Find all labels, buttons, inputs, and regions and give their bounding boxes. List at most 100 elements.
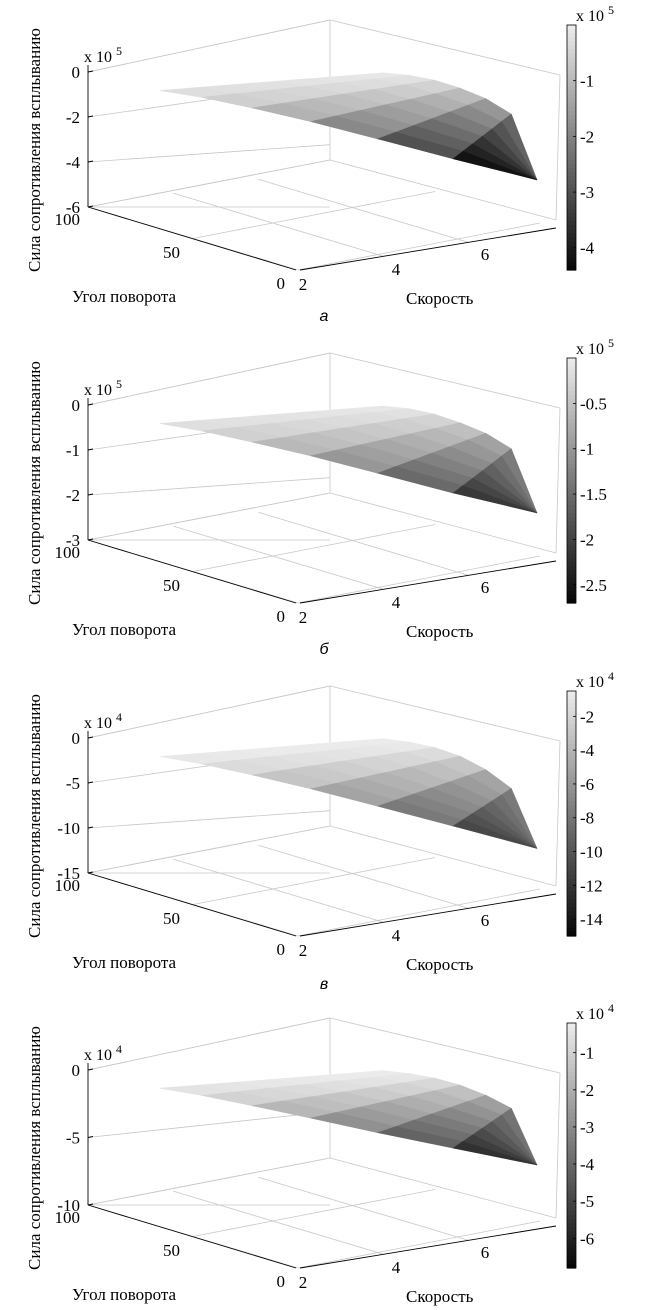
x-tick-label: 100 <box>55 543 81 562</box>
colorbar-segment <box>567 537 576 543</box>
colorbar-segment <box>567 1043 576 1049</box>
colorbar-segment <box>567 582 576 588</box>
y-tick-label: 6 <box>481 578 490 597</box>
x-tick-label: 0 <box>277 940 286 959</box>
colorbar-segment <box>567 525 576 531</box>
colorbar-segment <box>567 1129 576 1134</box>
colorbar-segment <box>567 735 576 741</box>
grid-line <box>192 191 436 239</box>
x-tick-label: 50 <box>163 1241 180 1260</box>
colorbar-segment <box>567 1137 576 1143</box>
grid-line <box>192 857 436 905</box>
colorbar-segment <box>567 188 576 194</box>
colorbar-segment <box>567 858 576 864</box>
colorbar-segment <box>567 574 576 580</box>
colorbar-tick-label: -2 <box>580 1081 594 1100</box>
y-tick-label: 4 <box>392 260 401 279</box>
colorbar-segment <box>567 98 576 104</box>
colorbar-segment <box>567 1055 576 1061</box>
z-tick-label: -5 <box>66 774 80 793</box>
colorbar-segment <box>567 529 576 535</box>
colorbar-tick-label: -4 <box>580 1155 595 1174</box>
colorbar-segment <box>567 846 576 851</box>
colorbar-segment <box>567 127 576 132</box>
grid-line <box>87 352 331 406</box>
colorbar-segment <box>567 1251 576 1257</box>
z-tick <box>87 448 94 451</box>
z-tick <box>87 1136 94 1138</box>
colorbar-segment <box>567 229 576 234</box>
z-tick <box>87 403 94 406</box>
grid-line <box>555 74 561 221</box>
grid-line <box>555 1072 561 1219</box>
y-axis-label: Скорость <box>406 622 474 641</box>
colorbar-segment <box>567 492 576 498</box>
colorbar-segment <box>567 1165 576 1171</box>
colorbar-segment <box>567 1259 576 1265</box>
colorbar-segment <box>567 887 576 892</box>
colorbar-frame <box>566 24 577 271</box>
surface-plot-v: 0 -5 -10 -15 x 10 4 100 50 0 2 4 6 Угол поворота Ско… <box>0 666 648 1001</box>
colorbar-segment <box>567 1235 576 1241</box>
colorbar-segment <box>567 521 576 527</box>
colorbar-segment <box>567 1231 576 1236</box>
z-tick-label: 0 <box>72 396 81 415</box>
grid-line <box>173 192 384 257</box>
z-tick-label: -5 <box>66 1129 80 1148</box>
y-tick-label: 6 <box>481 911 490 930</box>
colorbar-segment <box>567 882 576 888</box>
colorbar-segment <box>567 163 576 169</box>
colorbar-segment <box>567 53 576 59</box>
colorbar-segment <box>567 903 576 909</box>
x-tick-label: 100 <box>55 1208 81 1227</box>
surface-plot-g: 0 -5 -10 x 10 4 100 50 0 2 4 6 Угол поворота Скорос… <box>0 998 648 1310</box>
colorbar-segment <box>567 731 576 737</box>
colorbar-exponent-label: x 10 4 <box>576 1001 614 1023</box>
colorbar-tick-label: -8 <box>580 809 594 828</box>
z-tick-label: -1 <box>66 441 80 460</box>
colorbar-segment <box>567 225 576 230</box>
z-tick <box>87 781 94 784</box>
colorbar-segment <box>567 1116 576 1122</box>
x-tick-label: 0 <box>277 607 286 626</box>
colorbar-segment <box>567 468 576 473</box>
colorbar-segment <box>567 167 576 173</box>
colorbar-segment <box>567 578 576 584</box>
colorbar-segment <box>567 500 576 506</box>
colorbar-segment <box>567 780 576 786</box>
colorbar-segment <box>567 558 576 563</box>
colorbar-segment <box>567 1198 576 1204</box>
colorbar-segment <box>567 439 576 445</box>
colorbar-segment <box>567 233 576 238</box>
colorbar-segment <box>567 911 576 917</box>
colorbar-segment <box>567 1125 576 1130</box>
colorbar-segment <box>567 407 576 412</box>
y-tick-label: 2 <box>299 1273 308 1292</box>
colorbar-segment <box>567 1255 576 1261</box>
colorbar-segment <box>567 415 576 420</box>
colorbar-segment <box>567 513 576 518</box>
grid-line <box>87 810 331 829</box>
grid-line <box>173 525 384 590</box>
colorbar-segment <box>567 362 576 367</box>
colorbar-segment <box>567 862 576 868</box>
grid-line <box>87 685 331 739</box>
colorbar-segment <box>567 159 576 165</box>
grid-line <box>555 740 561 887</box>
colorbar-segment <box>567 196 576 202</box>
colorbar-segment <box>567 386 576 392</box>
grid-line <box>87 492 331 541</box>
colorbar-segment <box>567 1239 576 1245</box>
colorbar-tick-label: -2.5 <box>580 576 607 595</box>
z-tick-label: 0 <box>72 1061 81 1080</box>
grid-line <box>329 19 561 76</box>
colorbar-segment <box>567 505 576 510</box>
colorbar-segment <box>567 155 576 161</box>
z-exponent-label: x 10 4 <box>84 710 122 732</box>
colorbar-segment <box>567 1141 576 1147</box>
surface-patch <box>452 1141 538 1166</box>
colorbar-segment <box>567 1243 576 1249</box>
colorbar-segment <box>567 451 576 457</box>
colorbar-segment <box>567 509 576 514</box>
